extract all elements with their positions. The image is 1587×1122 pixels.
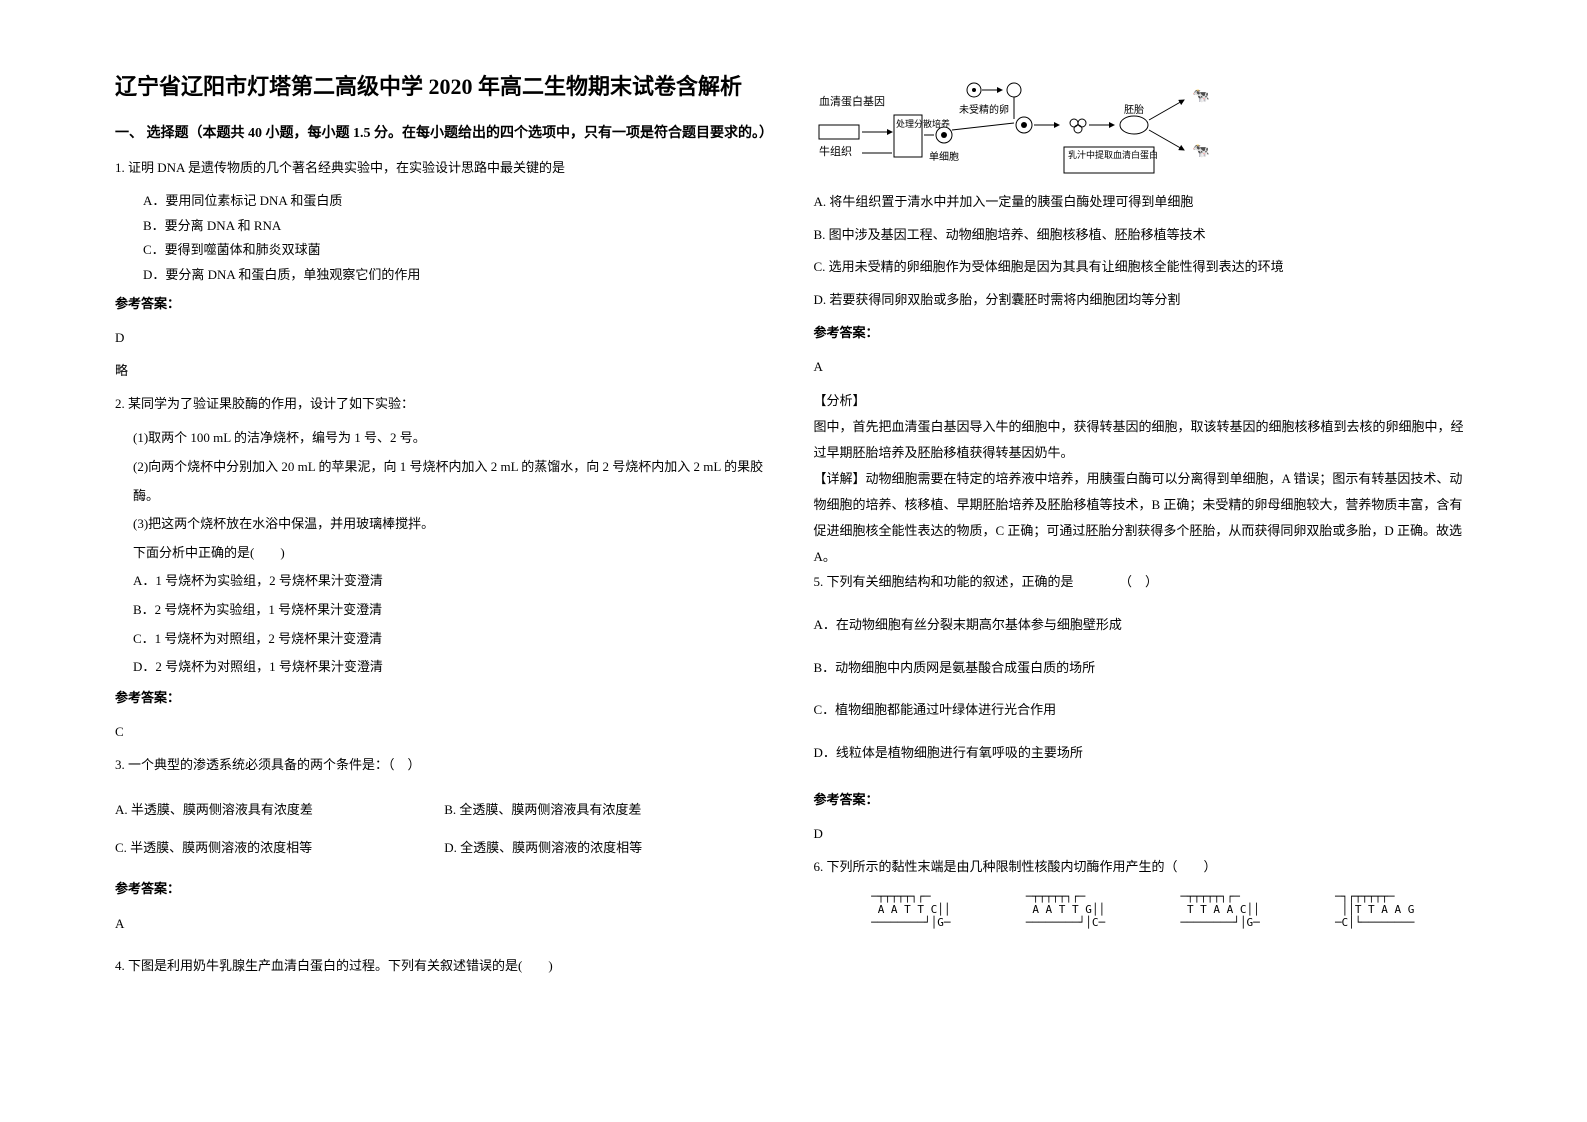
q1-answer: D xyxy=(115,326,774,351)
svg-text:胚胎: 胚胎 xyxy=(1124,103,1144,116)
q2-step3: (3)把这两个烧杯放在水浴中保温，并用玻璃棒搅拌。 xyxy=(115,510,774,539)
dna-frag-2: ─┬┬┬┬┬┐┌─ A A T T G││ ────────┘│C─ xyxy=(1026,890,1105,930)
q2-step2: (2)向两个烧杯中分别加入 20 mL 的苹果泥，向 1 号烧杯内加入 2 mL… xyxy=(115,453,774,510)
q4-analysis-text: 图中，首先把血清蛋白基因导入牛的细胞中，获得转基因的细胞，取该转基因的细胞核移植… xyxy=(814,414,1473,466)
q1-opt-d: D．要分离 DNA 和蛋白质，单独观察它们的作用 xyxy=(143,263,774,288)
dna-frag-1: ─┬┬┬┬┬┐┌─ A A T T C││ ────────┘│G─ xyxy=(871,890,950,930)
q1-text: 1. 证明 DNA 是遗传物质的几个著名经典实验中，在实验设计思路中最关键的是 xyxy=(115,160,565,175)
q2-prompt: 下面分析中正确的是( ) xyxy=(115,539,774,568)
q1-opt-a: A．要用同位素标记 DNA 和蛋白质 xyxy=(143,189,774,214)
q1-opt-c: C．要得到噬菌体和肺炎双球菌 xyxy=(143,238,774,263)
q2-opt-c: C．1 号烧杯为对照组，2 号烧杯果汁变澄清 xyxy=(115,625,774,654)
q4-opt-a: A. 将牛组织置于清水中并加入一定量的胰蛋白酶处理可得到单细胞 xyxy=(814,190,1473,215)
q2-opt-a: A．1 号烧杯为实验组，2 号烧杯果汁变澄清 xyxy=(115,567,774,596)
q4-detail-label: 【详解】 xyxy=(814,471,866,486)
q1-answer-label: 参考答案： xyxy=(115,292,774,317)
question-6: 6. 下列所示的黏性末端是由几种限制性核酸内切酶作用产生的（ ） xyxy=(814,855,1473,880)
q5-opt-a: A．在动物细胞有丝分裂末期高尔基体参与细胞壁形成 xyxy=(814,613,1473,638)
q5-answer: D xyxy=(814,822,1473,847)
q1-note: 略 xyxy=(115,359,774,384)
section-header: 一、 选择题（本题共 40 小题，每小题 1.5 分。在每小题给出的四个选项中，… xyxy=(115,121,774,146)
q1-opt-b: B．要分离 DNA 和 RNA xyxy=(143,214,774,239)
q5-opt-d: D．线粒体是植物细胞进行有氧呼吸的主要场所 xyxy=(814,741,1473,766)
q3-opt-d: D. 全透膜、膜两侧溶液的浓度相等 xyxy=(444,834,773,863)
question-1: 1. 证明 DNA 是遗传物质的几个著名经典实验中，在实验设计思路中最关键的是 xyxy=(115,156,774,181)
q5-opt-c: C．植物细胞都能通过叶绿体进行光合作用 xyxy=(814,698,1473,723)
dna-frag-4: ─┐┌┬┬┬┬┬─ ││T T A A G ─C│└──────── xyxy=(1335,890,1414,930)
q2-step1: (1)取两个 100 mL 的洁净烧杯，编号为 1 号、2 号。 xyxy=(115,424,774,453)
dna-frag-3: ─┬┬┬┬┬┐┌─ T T A A C││ ────────┘│G─ xyxy=(1180,890,1259,930)
question-2: 2. 某同学为了验证果胶酶的作用，设计了如下实验： xyxy=(115,392,774,417)
q4-opt-c: C. 选用未受精的卵细胞作为受体细胞是因为其具有让细胞核全能性得到表达的环境 xyxy=(814,255,1473,280)
q2-answer-label: 参考答案： xyxy=(115,686,774,711)
question-5: 5. 下列有关细胞结构和功能的叙述，正确的是 （ ） xyxy=(814,570,1473,595)
q2-opt-b: B．2 号烧杯为实验组，1 号烧杯果汁变澄清 xyxy=(115,596,774,625)
diagram-label-gene: 血清蛋白基因 xyxy=(819,94,885,108)
q4-detail: 【详解】动物细胞需要在特定的培养液中培养，用胰蛋白酶可以分离得到单细胞，A 错误… xyxy=(814,466,1473,570)
diagram-label-tissue: 牛组织 xyxy=(819,144,852,158)
q3-answer-label: 参考答案： xyxy=(115,877,774,902)
q3-row1: A. 半透膜、膜两侧溶液具有浓度差 B. 全透膜、膜两侧溶液具有浓度差 xyxy=(115,796,774,825)
q3-opt-c: C. 半透膜、膜两侧溶液的浓度相等 xyxy=(115,834,444,863)
q2-answer: C xyxy=(115,720,774,745)
q1-options: A．要用同位素标记 DNA 和蛋白质 B．要分离 DNA 和 RNA C．要得到… xyxy=(115,189,774,288)
question-3: 3. 一个典型的渗透系统必须具备的两个条件是：（ ） xyxy=(115,753,774,778)
svg-text:🐄: 🐄 xyxy=(1192,144,1209,159)
q4-diagram: 血清蛋白基因 牛组织 处理分散培养 单细胞 未受精的卵 xyxy=(814,75,1473,180)
q4-detail-text: 动物细胞需要在特定的培养液中培养，用胰蛋白酶可以分离得到单细胞，A 错误；图示有… xyxy=(814,471,1463,564)
q6-dna-fragments: ─┬┬┬┬┬┐┌─ A A T T C││ ────────┘│G─ ─┬┬┬┬… xyxy=(814,890,1473,930)
q4-opt-b: B. 图中涉及基因工程、动物细胞培养、细胞核移植、胚胎移植等技术 xyxy=(814,223,1473,248)
right-column: 血清蛋白基因 牛组织 处理分散培养 单细胞 未受精的卵 xyxy=(794,70,1493,1052)
document-title: 辽宁省辽阳市灯塔第二高级中学 2020 年高二生物期末试卷含解析 xyxy=(115,70,774,103)
q4-opt-d: D. 若要获得同卵双胎或多胎，分割囊胚时需将内细胞团均等分割 xyxy=(814,288,1473,313)
question-4: 4. 下图是利用奶牛乳腺生产血清白蛋白的过程。下列有关叙述错误的是( ) xyxy=(115,954,774,979)
svg-text:🐄: 🐄 xyxy=(1192,89,1209,104)
svg-text:单细胞: 单细胞 xyxy=(929,150,959,163)
q3-row2: C. 半透膜、膜两侧溶液的浓度相等 D. 全透膜、膜两侧溶液的浓度相等 xyxy=(115,834,774,863)
q5-answer-label: 参考答案： xyxy=(814,788,1473,813)
q4-answer: A xyxy=(814,355,1473,380)
q4-analysis-label: 【分析】 xyxy=(814,388,1473,414)
q3-opt-b: B. 全透膜、膜两侧溶液具有浓度差 xyxy=(444,796,773,825)
svg-text:乳汁中提取血清白蛋白: 乳汁中提取血清白蛋白 xyxy=(1068,149,1158,160)
q3-opt-a: A. 半透膜、膜两侧溶液具有浓度差 xyxy=(115,796,444,825)
q3-answer: A xyxy=(115,912,774,937)
q4-answer-label: 参考答案： xyxy=(814,321,1473,346)
left-column: 辽宁省辽阳市灯塔第二高级中学 2020 年高二生物期末试卷含解析 一、 选择题（… xyxy=(95,70,794,1052)
svg-text:未受精的卵: 未受精的卵 xyxy=(959,103,1009,116)
q5-opt-b: B．动物细胞中内质网是氨基酸合成蛋白质的场所 xyxy=(814,656,1473,681)
q2-opt-d: D．2 号烧杯为对照组，1 号烧杯果汁变澄清 xyxy=(115,653,774,682)
